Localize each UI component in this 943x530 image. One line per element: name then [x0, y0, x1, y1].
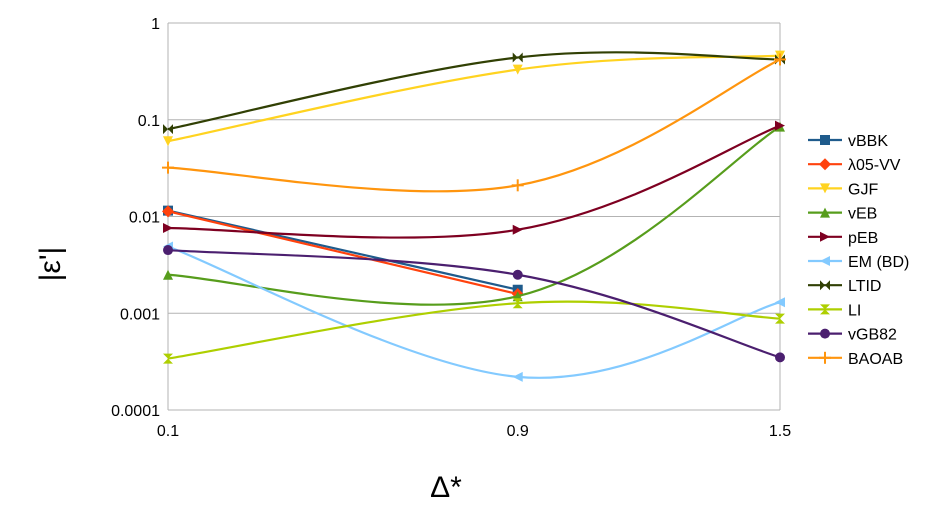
legend-item: vEB — [808, 206, 877, 223]
series-line — [167, 124, 781, 239]
legend-label: vGB82 — [848, 327, 897, 344]
data-point — [163, 353, 173, 364]
series-line — [167, 125, 781, 306]
x-axis-title: Δ* — [430, 471, 462, 504]
legend-marker — [820, 231, 830, 242]
series-line — [167, 54, 781, 143]
series-layer — [162, 50, 786, 382]
legend-label: BAOAB — [848, 351, 903, 368]
data-point — [511, 179, 524, 192]
data-point — [512, 52, 523, 63]
y-axis-ticks: 1 0.1 0.01 0.001 0.0001 — [111, 16, 160, 420]
legend-marker — [820, 328, 830, 339]
series-peb — [163, 120, 785, 239]
legend-label: LI — [848, 302, 861, 319]
legend-item: LI — [808, 302, 861, 319]
y-tick-label: 0.1 — [138, 113, 160, 130]
legend-item: pEB — [808, 230, 878, 247]
x-tick-label: 0.1 — [157, 423, 179, 440]
data-point — [775, 352, 785, 363]
data-point — [163, 223, 173, 234]
legend: vBBK λ05-VV GJF vEB pEB EM (BD) LTID LI vGB82 BAO… — [808, 133, 909, 368]
legend-label: vEB — [848, 206, 877, 223]
data-point — [775, 297, 785, 308]
series-baoab — [162, 53, 786, 193]
data-point — [775, 120, 785, 131]
y-tick-label: 0.001 — [120, 306, 160, 323]
legend-item: vBBK — [808, 133, 888, 150]
series-em-bd- — [163, 241, 785, 382]
data-point — [775, 313, 785, 324]
legend-marker — [819, 351, 831, 364]
series-gjf — [163, 50, 785, 147]
legend-marker — [819, 158, 831, 171]
data-point — [774, 53, 786, 66]
legend-marker — [820, 304, 830, 315]
x-tick-label: 1.5 — [769, 423, 791, 440]
data-point — [512, 371, 523, 382]
series-line — [167, 209, 518, 291]
x-tick-label: 0.9 — [507, 423, 529, 440]
series-line — [167, 210, 518, 296]
legend-label: EM (BD) — [848, 254, 909, 271]
y-tick-label: 1 — [151, 16, 160, 33]
data-point — [163, 136, 173, 147]
legend-label: λ05-VV — [848, 157, 901, 174]
legend-marker — [820, 256, 830, 266]
legend-item: EM (BD) — [808, 254, 909, 271]
x-axis-ticks: 0.1 0.9 1.5 — [157, 423, 791, 440]
legend-label: LTID — [848, 278, 881, 295]
data-point — [163, 269, 173, 280]
data-point — [162, 161, 174, 174]
series-veb — [163, 121, 785, 306]
data-point — [512, 64, 523, 75]
series-line — [167, 51, 781, 131]
data-point — [163, 245, 173, 256]
data-point — [163, 124, 173, 135]
legend-marker — [820, 135, 830, 145]
legend-item: GJF — [808, 181, 878, 198]
grid-lines — [168, 22, 780, 411]
legend-label: vBBK — [848, 133, 888, 150]
series-line — [167, 245, 781, 379]
legend-marker — [820, 207, 830, 218]
y-axis-title: |ε'| — [34, 247, 67, 282]
y-tick-label: 0.01 — [129, 210, 160, 227]
series-line — [167, 300, 781, 360]
series-vgb82 — [163, 245, 785, 363]
series-line — [167, 58, 781, 193]
data-point — [512, 224, 523, 235]
legend-label: pEB — [848, 230, 878, 247]
legend-marker — [820, 183, 830, 194]
data-point — [162, 205, 174, 218]
legend-item: BAOAB — [808, 351, 903, 368]
series-li — [163, 298, 785, 364]
legend-item: λ05-VV — [808, 157, 901, 174]
legend-marker — [820, 280, 830, 291]
legend-label: GJF — [848, 181, 878, 198]
legend-item: vGB82 — [808, 327, 897, 344]
series-ltid — [163, 51, 785, 135]
legend-item: LTID — [808, 278, 881, 295]
y-tick-label: 0.0001 — [111, 403, 160, 420]
data-point — [512, 269, 523, 280]
data-point — [512, 298, 523, 309]
